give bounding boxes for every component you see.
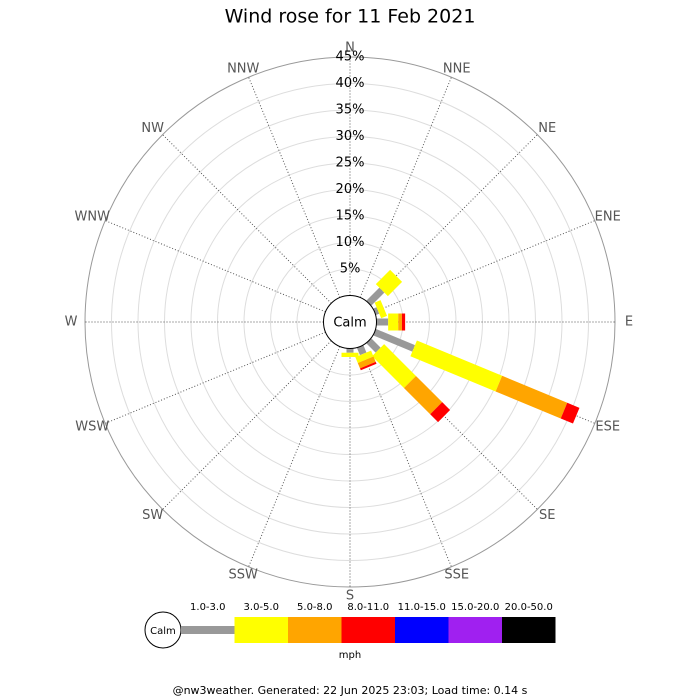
bar-segment: [410, 340, 503, 392]
direction-label: ESE: [595, 419, 620, 434]
direction-label: W: [65, 315, 78, 330]
bar-segment: [366, 338, 381, 353]
bar-segment: [341, 352, 359, 357]
grid-ring: [270, 242, 430, 402]
direction-label: WSW: [75, 419, 109, 434]
spoke: [248, 346, 341, 568]
grid-ring: [84, 56, 616, 588]
direction-label: SW: [142, 508, 163, 523]
spoke: [162, 340, 332, 510]
bar-segment: [355, 350, 374, 363]
legend-swatch: [341, 617, 395, 643]
direction-label: NE: [538, 121, 556, 136]
spoke: [162, 134, 332, 304]
direction-label: S: [346, 589, 354, 604]
ring-label: 45%: [336, 50, 365, 65]
bar-segment: [366, 287, 385, 306]
direction-label: ENE: [595, 210, 621, 225]
spoke: [359, 346, 452, 568]
legend-label: 11.0-15.0: [398, 602, 446, 613]
legend-calm-label: Calm: [150, 626, 176, 637]
bar-segment: [560, 402, 580, 424]
direction-label: N: [345, 41, 355, 56]
ring-label: 40%: [336, 76, 365, 91]
spoke: [104, 220, 326, 313]
spoke: [359, 76, 452, 298]
legend-swatch: [448, 617, 502, 643]
bar-segment: [357, 356, 376, 369]
chart-title: Wind rose for 11 Feb 2021: [225, 6, 476, 28]
legend-swatch: [395, 617, 449, 643]
legend-swatch: [502, 617, 556, 643]
bar-segment: [495, 375, 568, 419]
legend-label: 5.0-8.0: [297, 602, 332, 613]
legend-label: 15.0-20.0: [451, 602, 499, 613]
grid-ring: [111, 83, 589, 561]
footer: @nw3weather. Generated: 22 Jun 2025 23:0…: [173, 684, 528, 697]
direction-label: SSW: [229, 568, 259, 583]
legend-label: 1.0-3.0: [190, 602, 225, 613]
calm-label: Calm: [333, 316, 366, 331]
legend-swatch: [181, 626, 235, 634]
legend-label: 8.0-11.0: [347, 602, 389, 613]
ring-label: 30%: [336, 129, 365, 144]
bar-segment: [374, 300, 388, 319]
direction-label: E: [625, 315, 633, 330]
bar-segment: [375, 269, 403, 297]
ring-label: 35%: [336, 103, 365, 118]
spoke: [368, 134, 538, 304]
ring-label: 25%: [336, 156, 365, 171]
bar-segment: [346, 348, 354, 353]
spoke: [248, 76, 341, 298]
direction-label: NNE: [443, 61, 471, 76]
ring-label: 5%: [340, 262, 361, 277]
spoke: [374, 220, 596, 313]
legend-label: 3.0-5.0: [244, 602, 279, 613]
spoke: [104, 331, 326, 424]
unit-label: mph: [339, 650, 361, 661]
bar-segment: [376, 318, 389, 326]
direction-label: NW: [141, 121, 164, 136]
bar-segment: [356, 345, 367, 356]
ring-label: 15%: [336, 209, 365, 224]
bar-segment: [388, 313, 399, 331]
direction-label: NNW: [227, 61, 259, 76]
calm-circle: [323, 295, 377, 349]
bar-segment: [430, 402, 451, 423]
grid-ring: [243, 215, 457, 429]
bar-segment: [398, 313, 402, 331]
bar-segment: [373, 307, 380, 316]
bar-segment: [401, 313, 406, 331]
direction-label: WNW: [75, 210, 111, 225]
direction-label: SE: [539, 508, 555, 523]
legend-label: 20.0-50.0: [505, 602, 553, 613]
bar-segment: [372, 344, 416, 388]
grid-ring: [137, 109, 563, 535]
bar-segment: [373, 328, 415, 352]
ring-label: 20%: [336, 182, 365, 197]
ring-label: 10%: [336, 235, 365, 250]
legend-swatch: [234, 617, 288, 643]
bar-segment: [403, 375, 443, 415]
direction-label: SSE: [444, 568, 469, 583]
bar-segment: [359, 361, 377, 371]
legend-swatch: [288, 617, 342, 643]
